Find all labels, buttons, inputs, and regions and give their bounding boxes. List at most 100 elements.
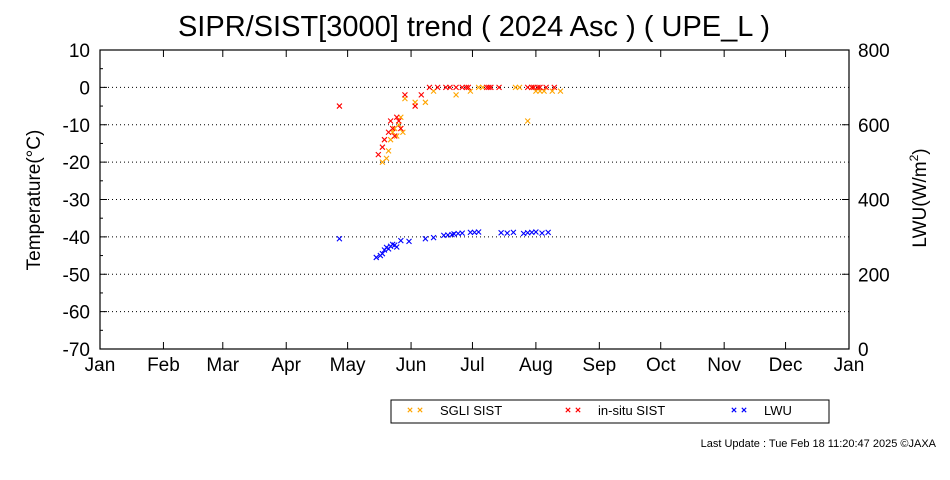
in-situ-sist-point (551, 84, 558, 91)
x-tick-label: Aug (519, 355, 553, 376)
marker-stroke (430, 234, 437, 241)
y-axis-right-label-main: LWU(W/m (910, 161, 931, 247)
legend-label: SGLI SIST (440, 403, 502, 418)
y-axis-right-label-end: ) (910, 148, 931, 154)
marker-stroke (434, 84, 441, 91)
marker-stroke (447, 84, 453, 91)
in-situ-sist-point (397, 125, 404, 132)
marker-stroke (528, 229, 535, 236)
x-tick-label: Jun (396, 355, 427, 376)
marker-stroke (533, 229, 539, 235)
marker-stroke (537, 84, 543, 91)
marker-stroke (389, 125, 396, 132)
marker-stroke (543, 84, 550, 91)
in-situ-sist-point (418, 91, 425, 98)
legend-marker (407, 407, 413, 413)
data-points (336, 84, 564, 261)
marker-stroke (551, 84, 558, 91)
lwu-point (422, 235, 429, 242)
marker-stroke (496, 84, 502, 91)
lwu-point (430, 234, 437, 241)
marker-stroke (389, 241, 396, 248)
marker-stroke (541, 88, 547, 95)
in-situ-sist-point (543, 84, 550, 91)
lwu-point (533, 229, 539, 235)
y-axis-left-label: Temperature(°C) (24, 130, 45, 271)
x-tick-label: Mar (206, 355, 239, 376)
in-situ-sist-point (463, 84, 470, 91)
legend-label: in-situ SIST (598, 403, 665, 418)
x-tick-label: Nov (707, 355, 741, 376)
marker-stroke (440, 232, 447, 239)
x-tick-label: Jul (460, 355, 484, 376)
sgli-sist-point (399, 129, 406, 136)
marker-stroke (387, 118, 394, 124)
sgli-sist-point (453, 91, 459, 98)
x-tick-label: Dec (769, 355, 803, 376)
in-situ-sist-point (453, 84, 459, 91)
in-situ-sist-point (496, 84, 502, 91)
lwu-point (406, 238, 412, 245)
marker-stroke (549, 88, 556, 95)
marker-stroke (453, 84, 459, 91)
marker-stroke (336, 103, 343, 109)
y-left-tick-label: -70 (63, 340, 90, 361)
x-tick-label: Oct (646, 355, 676, 376)
in-situ-sist-point (336, 103, 343, 109)
marker-stroke (336, 235, 343, 242)
sgli-sist-point (393, 133, 400, 139)
x-tick-label: Sep (582, 355, 616, 376)
marker-stroke (399, 129, 406, 136)
marker-stroke (385, 148, 392, 154)
marker-stroke (471, 229, 478, 236)
in-situ-sist-point (528, 84, 535, 91)
marker-stroke (418, 91, 425, 98)
marker-stroke (528, 84, 535, 91)
in-situ-sist-point (395, 118, 402, 124)
sgli-sist-point (385, 148, 392, 154)
lwu-point (504, 230, 511, 237)
legend-marker (565, 407, 571, 413)
legend-box (390, 399, 830, 424)
sgli-sist-point (422, 99, 429, 106)
in-situ-sist-point (426, 84, 433, 91)
y-left-tick-label: -30 (63, 191, 90, 212)
y-left-tick-label: -10 (63, 116, 90, 137)
marker-stroke (391, 133, 398, 139)
legend-marker (741, 407, 747, 413)
marker-stroke (741, 407, 747, 413)
marker-stroke (557, 88, 564, 95)
y-left-tick-label: -20 (63, 153, 90, 174)
legend-marker (731, 407, 737, 413)
y-left-tick-label: 10 (69, 41, 90, 62)
lwu-point (545, 229, 552, 236)
legend-items: SGLI SIST in-situ SIST LWU (407, 403, 792, 418)
x-tick-label: Jan (85, 355, 116, 376)
sgli-sist-point (524, 118, 531, 124)
marker-stroke (498, 229, 504, 236)
in-situ-sist-point (537, 84, 543, 91)
marker-stroke (463, 84, 470, 91)
marker-stroke (407, 407, 413, 413)
marker-stroke (520, 230, 527, 237)
lwu-point (373, 254, 380, 261)
sgli-sist-point (516, 84, 523, 91)
lwu-point (397, 237, 404, 244)
x-tick-label: Jan (834, 355, 865, 376)
lwu-point (336, 235, 343, 242)
axes (99, 49, 850, 369)
sgli-sist-point (549, 88, 556, 95)
in-situ-sist-point (389, 125, 396, 132)
marker-stroke (516, 84, 523, 91)
marker-stroke (406, 238, 412, 245)
in-situ-sist-point (379, 144, 386, 151)
marker-stroke (422, 235, 429, 242)
marker-stroke (731, 407, 737, 413)
y-right-tick-label: 400 (858, 191, 890, 212)
in-situ-sist-point (485, 84, 492, 91)
marker-stroke (412, 103, 419, 109)
marker-stroke (539, 230, 545, 237)
marker-stroke (453, 91, 459, 98)
in-situ-sist-point (375, 151, 382, 158)
gridlines (100, 86, 849, 313)
